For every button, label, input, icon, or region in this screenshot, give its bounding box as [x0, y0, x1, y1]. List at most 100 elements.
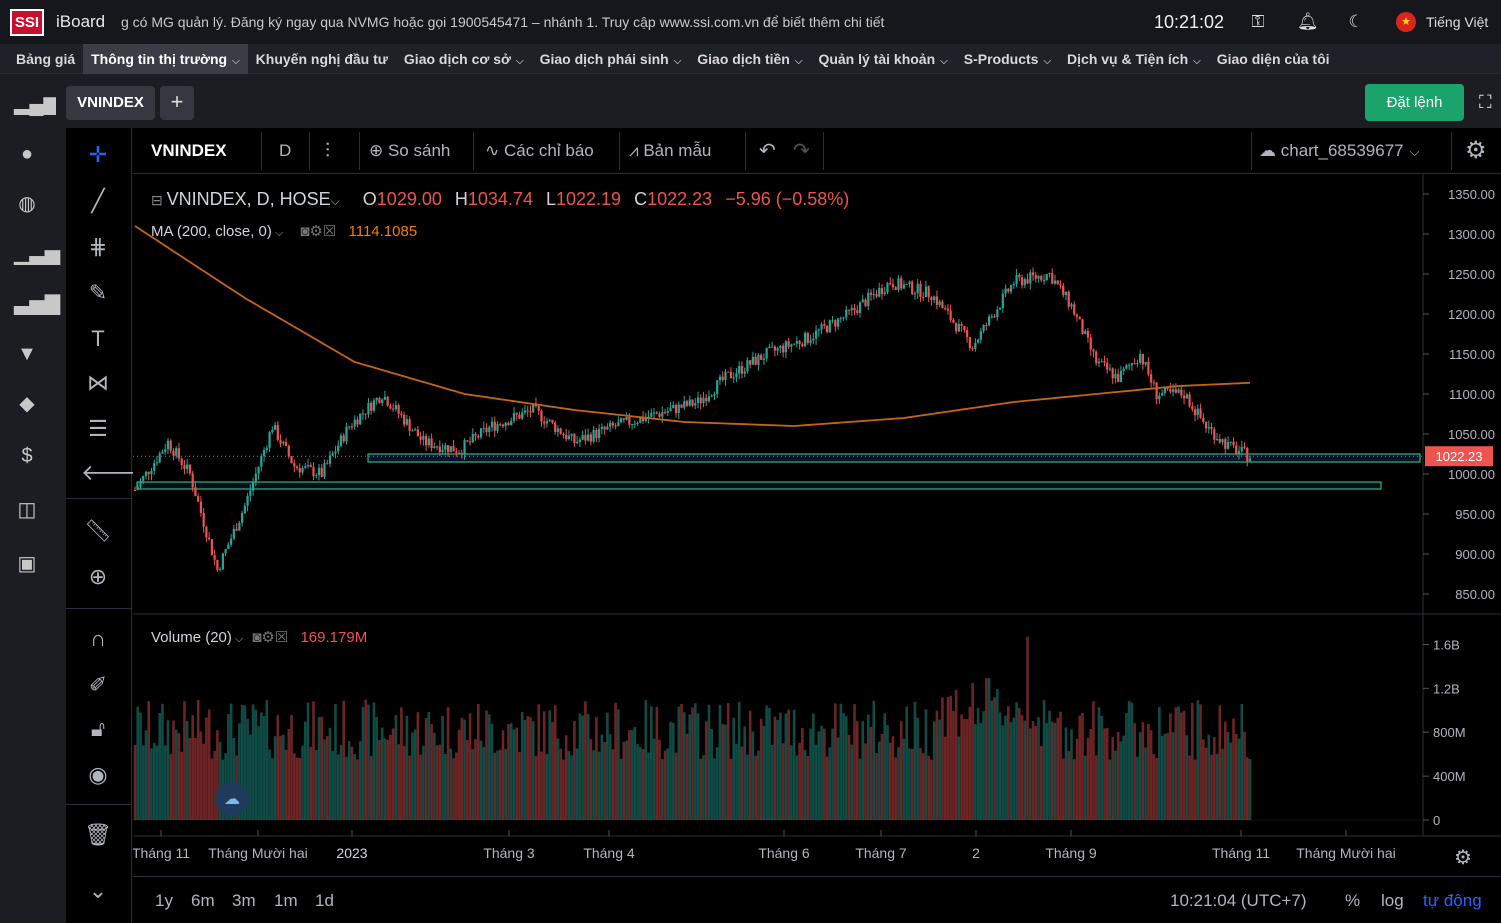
- range-1y[interactable]: 1y: [155, 891, 173, 910]
- templates-button[interactable]: ⩘ Bản mẫu: [629, 128, 711, 174]
- candle-body: [1182, 395, 1186, 399]
- arrow-left-icon[interactable]: 🡐: [81, 460, 140, 485]
- unlock-icon[interactable]: 🔓︎: [90, 716, 106, 741]
- candle-body: [1213, 429, 1216, 440]
- chevron-down-icon[interactable]: ⌵: [330, 194, 340, 208]
- menu-s-products[interactable]: S-Products ⌵: [956, 44, 1059, 74]
- vietnam-flag-icon[interactable]: ★: [1396, 12, 1416, 32]
- percent-toggle[interactable]: %: [1345, 891, 1361, 910]
- menu-thong-tin-thi-truong[interactable]: Thông tin thị trường ⌵: [83, 43, 248, 74]
- menu-giao-dien[interactable]: Giao diện của tôi: [1209, 44, 1338, 74]
- ssi-logo[interactable]: SSI: [10, 9, 44, 36]
- dashboard-icon[interactable]: ▣: [17, 553, 37, 575]
- indicators-button[interactable]: ∿ Các chỉ báo: [485, 128, 594, 174]
- globe-icon[interactable]: ◍: [18, 193, 36, 215]
- redo-icon[interactable]: ↷: [793, 140, 810, 162]
- language-selector[interactable]: Tiếng Việt: [1426, 14, 1489, 30]
- chevron-down-icon[interactable]: ⌵: [231, 633, 247, 645]
- auto-scale-toggle[interactable]: tự động: [1423, 891, 1482, 910]
- volume-bar: [685, 733, 689, 820]
- filter-icon[interactable]: ▼: [17, 343, 37, 365]
- chevron-down-icon[interactable]: ⌄: [88, 878, 108, 903]
- candle-style-icon[interactable]: ⫶: [325, 140, 330, 162]
- volume-bar: [227, 714, 230, 820]
- volume-remove-icon[interactable]: ☒: [274, 629, 289, 646]
- menu-giao-dich-tien[interactable]: Giao dịch tiền ⌵: [689, 44, 810, 74]
- menu-dich-vu[interactable]: Dịch vụ & Tiện ích ⌵: [1059, 44, 1209, 74]
- time-zone[interactable]: 10:21:04 (UTC+7): [1170, 891, 1307, 910]
- text-icon[interactable]: T: [91, 326, 105, 351]
- moon-icon[interactable]: ☾: [1348, 12, 1364, 31]
- ma-settings-icon[interactable]: ⚙: [309, 223, 323, 240]
- undo-icon[interactable]: ↶: [759, 140, 776, 162]
- dollar-icon[interactable]: $: [21, 445, 33, 467]
- volume-bar: [1207, 734, 1211, 820]
- candle-body: [911, 281, 914, 295]
- tag-icon[interactable]: ◆: [19, 393, 35, 415]
- candle-body: [430, 438, 433, 449]
- place-order-button[interactable]: Đặt lệnh: [1365, 84, 1464, 121]
- bell-icon[interactable]: 🔔︎: [1297, 12, 1319, 31]
- prediction-icon[interactable]: ☰: [88, 416, 108, 441]
- range-1m[interactable]: 1m: [274, 891, 298, 910]
- candle-body: [312, 466, 315, 477]
- price-chart[interactable]: 1350.00 1300.00 1250.00 1200.00 1150.00 1100.…: [133, 174, 1501, 876]
- fullscreen-icon[interactable]: ⛶: [1479, 92, 1492, 112]
- menu-giao-dich-co-so[interactable]: Giao dịch cơ sở ⌵: [396, 44, 532, 74]
- ma-visibility-icon[interactable]: ◙: [300, 223, 310, 240]
- symbol-title: VNINDEX, D, HOSE: [166, 189, 331, 209]
- volume-bar: [1081, 712, 1084, 820]
- ma-remove-icon[interactable]: ☒: [322, 223, 337, 240]
- layout-selector[interactable]: ☁ chart_68539677 ⌵: [1259, 128, 1419, 174]
- ruler-icon[interactable]: 📏︎: [84, 518, 112, 543]
- key-icon[interactable]: ⚿: [1251, 12, 1265, 31]
- candle-body: [663, 412, 667, 414]
- candle-body: [812, 338, 815, 341]
- range-1d[interactable]: 1d: [315, 891, 334, 910]
- tradingview-logo-icon[interactable]: [215, 782, 249, 816]
- trash-icon[interactable]: 🗑︎: [84, 822, 112, 847]
- magnet-icon[interactable]: ∩: [90, 626, 106, 651]
- bar-chart-icon[interactable]: ▂▄▆: [14, 93, 59, 115]
- eye-icon[interactable]: ◉: [88, 762, 108, 787]
- support-zone-1[interactable]: [367, 453, 1421, 463]
- pitchfork-icon[interactable]: ⋕: [88, 234, 108, 259]
- collapse-icon[interactable]: ⊟: [151, 192, 167, 208]
- stats-icon[interactable]: ▁▃▅: [14, 243, 61, 265]
- menu-quan-ly-tai-khoan[interactable]: Quản lý tài khoản ⌵: [810, 44, 955, 74]
- volume-settings-icon[interactable]: ⚙: [261, 629, 275, 646]
- volume-bar: [1193, 759, 1197, 820]
- settings-gear-icon[interactable]: ⚙: [1465, 137, 1487, 164]
- brush-icon[interactable]: ✎: [88, 280, 108, 305]
- trend-line-icon[interactable]: ╱: [91, 188, 105, 213]
- time-tick-label: Tháng Mười hai: [208, 845, 307, 861]
- candle-body: [298, 468, 301, 473]
- chevron-down-icon[interactable]: ⌵: [271, 227, 287, 239]
- crosshair-icon[interactable]: ✛: [88, 142, 108, 167]
- volume-visibility-icon[interactable]: ◙: [252, 629, 262, 646]
- tab-vnindex[interactable]: VNINDEX: [66, 86, 155, 120]
- pattern-icon[interactable]: ⋈: [87, 370, 109, 395]
- range-3m[interactable]: 3m: [232, 891, 256, 910]
- menu-label: Bảng giá: [16, 50, 76, 67]
- interval-button[interactable]: D: [279, 141, 292, 160]
- info-icon[interactable]: ●: [20, 143, 34, 165]
- volume-bar: [257, 726, 260, 820]
- zoom-in-icon[interactable]: ⊕: [88, 564, 108, 589]
- menu-khuyen-nghi[interactable]: Khuyến nghị đầu tư: [248, 44, 396, 74]
- chevron-down-icon: ⌵: [1043, 55, 1052, 67]
- support-zone-2[interactable]: [136, 481, 1382, 490]
- add-tab-button[interactable]: +: [160, 86, 194, 120]
- analysis-icon[interactable]: ▃▅▇: [14, 293, 61, 315]
- candle-body: [375, 398, 378, 401]
- menu-bang-gia[interactable]: Bảng giá: [8, 44, 83, 74]
- symbol-search[interactable]: VNINDEX: [151, 141, 227, 160]
- menu-giao-dich-phai-sinh[interactable]: Giao dịch phái sinh ⌵: [532, 44, 690, 74]
- range-6m[interactable]: 6m: [191, 891, 215, 910]
- compare-button[interactable]: ⊕ So sánh: [369, 128, 450, 174]
- log-toggle[interactable]: log: [1381, 891, 1404, 910]
- volume-bar: [1103, 728, 1106, 820]
- close-label: C: [634, 189, 648, 209]
- report-icon[interactable]: ◫: [17, 499, 37, 521]
- lock-drawing-icon[interactable]: ✐: [88, 672, 108, 697]
